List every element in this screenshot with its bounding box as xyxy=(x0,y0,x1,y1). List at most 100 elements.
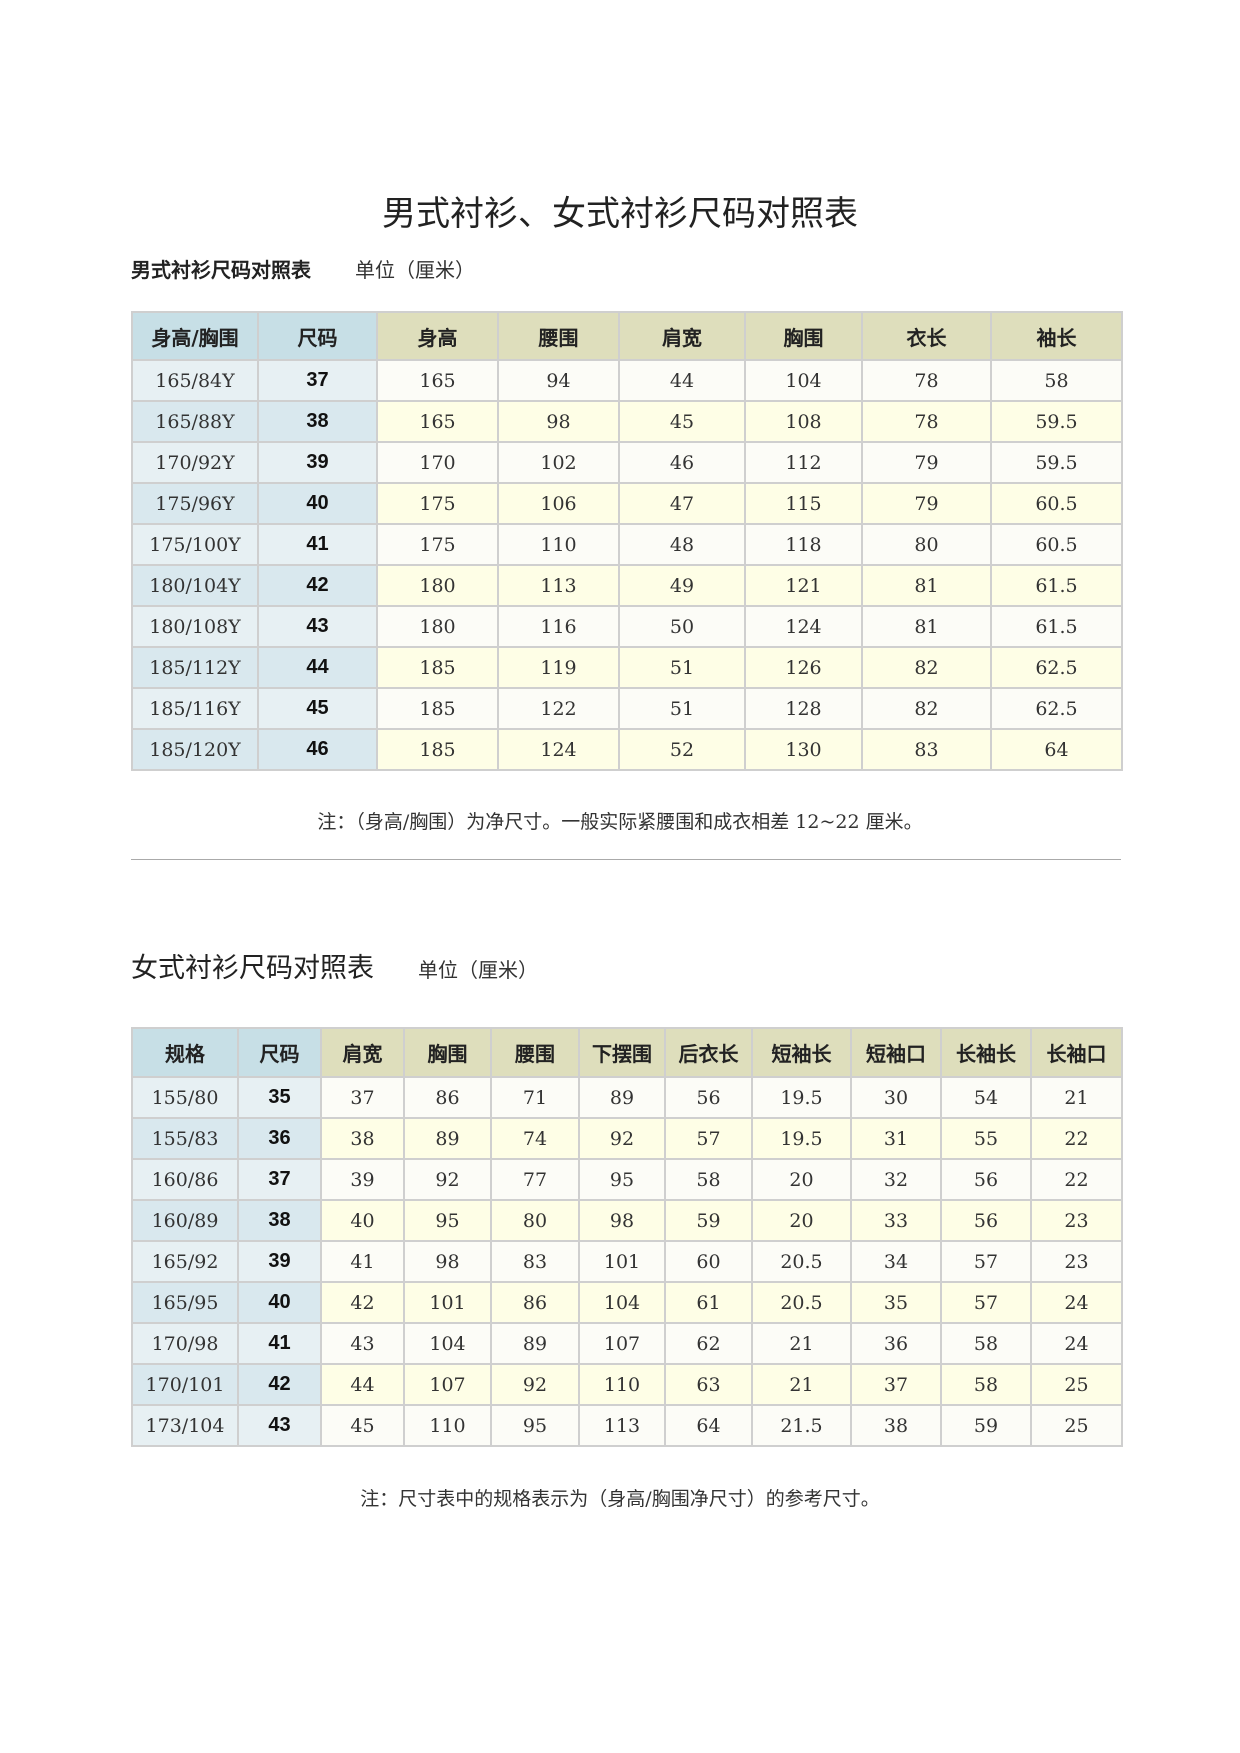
measure-cell: 121 xyxy=(744,564,863,607)
measure-cell: 57 xyxy=(940,1281,1032,1324)
measure-cell: 59.5 xyxy=(990,400,1123,443)
measure-cell: 62 xyxy=(664,1322,753,1365)
measure-cell: 180 xyxy=(376,564,499,607)
measure-cell: 101 xyxy=(578,1240,666,1283)
measure-cell: 50 xyxy=(618,605,746,648)
size-cell: 46 xyxy=(257,728,378,771)
measure-cell: 54 xyxy=(940,1076,1032,1119)
measure-cell: 79 xyxy=(861,441,992,484)
measure-cell: 45 xyxy=(618,400,746,443)
table-row: 165/95 40 42 101 86 104 61 20.5 35 57 24 xyxy=(131,1281,1123,1324)
measure-cell: 41 xyxy=(320,1240,405,1283)
table-row: 175/96Y 40 175 106 47 115 79 60.5 xyxy=(131,482,1123,525)
measure-cell: 113 xyxy=(578,1404,666,1447)
measure-cell: 20.5 xyxy=(751,1281,852,1324)
measure-cell: 38 xyxy=(320,1117,405,1160)
measure-cell: 80 xyxy=(490,1199,580,1242)
measure-cell: 59 xyxy=(940,1404,1032,1447)
column-header: 长袖口 xyxy=(1030,1027,1123,1078)
column-header: 胸围 xyxy=(403,1027,492,1078)
spec-cell: 170/101 xyxy=(131,1363,239,1406)
measure-cell: 60 xyxy=(664,1240,753,1283)
column-header: 长袖长 xyxy=(940,1027,1032,1078)
measure-cell: 21 xyxy=(1030,1076,1123,1119)
measure-cell: 98 xyxy=(403,1240,492,1283)
measure-cell: 185 xyxy=(376,728,499,771)
table-row: 185/120Y 46 185 124 52 130 83 64 xyxy=(131,728,1123,771)
measure-cell: 60.5 xyxy=(990,523,1123,566)
measure-cell: 21.5 xyxy=(751,1404,852,1447)
measure-cell: 95 xyxy=(403,1199,492,1242)
spec-cell: 165/92 xyxy=(131,1240,239,1283)
women-note: 注：尺寸表中的规格表示为（身高/胸围净尺寸）的参考尺寸。 xyxy=(360,1488,880,1510)
table-row: 165/92 39 41 98 83 101 60 20.5 34 57 23 xyxy=(131,1240,1123,1283)
size-cell: 44 xyxy=(257,646,378,689)
column-header: 衣长 xyxy=(861,311,992,361)
measure-cell: 175 xyxy=(376,482,499,525)
measure-cell: 23 xyxy=(1030,1199,1123,1242)
measure-cell: 19.5 xyxy=(751,1117,852,1160)
measure-cell: 45 xyxy=(320,1404,405,1447)
measure-cell: 71 xyxy=(490,1076,580,1119)
measure-cell: 107 xyxy=(403,1363,492,1406)
measure-cell: 19.5 xyxy=(751,1076,852,1119)
column-header: 腰围 xyxy=(497,311,620,361)
column-header: 腰围 xyxy=(490,1027,580,1078)
measure-cell: 124 xyxy=(744,605,863,648)
measure-cell: 60.5 xyxy=(990,482,1123,525)
measure-cell: 64 xyxy=(664,1404,753,1447)
measure-cell: 62.5 xyxy=(990,646,1123,689)
size-cell: 39 xyxy=(237,1240,322,1283)
size-cell: 42 xyxy=(257,564,378,607)
measure-cell: 47 xyxy=(618,482,746,525)
measure-cell: 39 xyxy=(320,1158,405,1201)
column-header: 尺码 xyxy=(237,1027,322,1078)
measure-cell: 80 xyxy=(861,523,992,566)
size-cell: 40 xyxy=(237,1281,322,1324)
measure-cell: 20 xyxy=(751,1199,852,1242)
measure-cell: 49 xyxy=(618,564,746,607)
column-header: 短袖口 xyxy=(850,1027,942,1078)
spec-cell: 180/104Y xyxy=(131,564,259,607)
table-row: 185/112Y 44 185 119 51 126 82 62.5 xyxy=(131,646,1123,689)
measure-cell: 24 xyxy=(1030,1281,1123,1324)
measure-cell: 42 xyxy=(320,1281,405,1324)
measure-cell: 82 xyxy=(861,687,992,730)
measure-cell: 95 xyxy=(578,1158,666,1201)
measure-cell: 86 xyxy=(403,1076,492,1119)
women-heading: 女式衬衫尺码对照表 单位（厘米） xyxy=(131,946,538,985)
men-note: 注：（身高/胸围）为净尺寸。一般实际紧腰围和成衣相差 12~22 厘米。 xyxy=(317,811,923,833)
table-row: 155/80 35 37 86 71 89 56 19.5 30 54 21 xyxy=(131,1076,1123,1119)
measure-cell: 83 xyxy=(861,728,992,771)
measure-cell: 101 xyxy=(403,1281,492,1324)
measure-cell: 59.5 xyxy=(990,441,1123,484)
measure-cell: 104 xyxy=(403,1322,492,1365)
table-row: 180/104Y 42 180 113 49 121 81 61.5 xyxy=(131,564,1123,607)
measure-cell: 31 xyxy=(850,1117,942,1160)
measure-cell: 89 xyxy=(578,1076,666,1119)
spec-cell: 165/84Y xyxy=(131,359,259,402)
measure-cell: 98 xyxy=(497,400,620,443)
measure-cell: 20 xyxy=(751,1158,852,1201)
spec-cell: 165/95 xyxy=(131,1281,239,1324)
column-header: 肩宽 xyxy=(320,1027,405,1078)
measure-cell: 56 xyxy=(664,1076,753,1119)
measure-cell: 30 xyxy=(850,1076,942,1119)
measure-cell: 112 xyxy=(744,441,863,484)
measure-cell: 36 xyxy=(850,1322,942,1365)
measure-cell: 22 xyxy=(1030,1117,1123,1160)
table-row: 180/108Y 43 180 116 50 124 81 61.5 xyxy=(131,605,1123,648)
measure-cell: 77 xyxy=(490,1158,580,1201)
measure-cell: 102 xyxy=(497,441,620,484)
table-row: 170/101 42 44 107 92 110 63 21 37 58 25 xyxy=(131,1363,1123,1406)
table-row: 165/88Y 38 165 98 45 108 78 59.5 xyxy=(131,400,1123,443)
table-row: 165/84Y 37 165 94 44 104 78 58 xyxy=(131,359,1123,402)
measure-cell: 122 xyxy=(497,687,620,730)
measure-cell: 170 xyxy=(376,441,499,484)
measure-cell: 86 xyxy=(490,1281,580,1324)
spec-cell: 185/120Y xyxy=(131,728,259,771)
spec-cell: 170/92Y xyxy=(131,441,259,484)
measure-cell: 180 xyxy=(376,605,499,648)
measure-cell: 126 xyxy=(744,646,863,689)
measure-cell: 34 xyxy=(850,1240,942,1283)
